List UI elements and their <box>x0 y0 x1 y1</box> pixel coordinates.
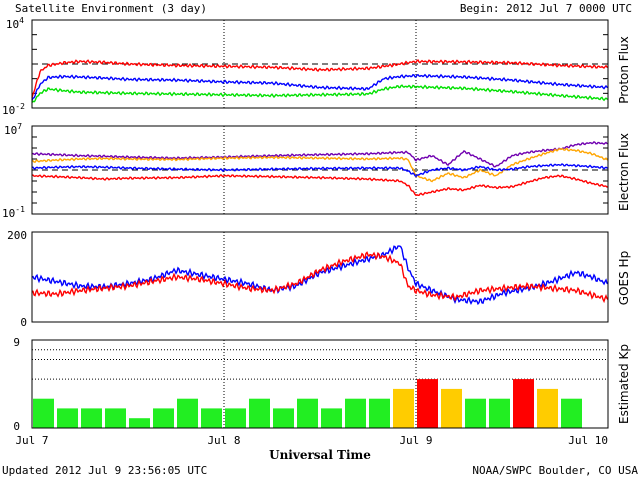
kp-bar <box>105 408 126 428</box>
kp-bar <box>561 398 582 428</box>
kp-bar <box>513 379 534 428</box>
kp-bar <box>489 398 510 428</box>
electron-ytick-bottom-exp: -1 <box>15 205 25 214</box>
xtick-jul9: Jul 9 <box>399 434 432 447</box>
kp-bar <box>57 408 78 428</box>
goes-hp-ylabel: GOES Hp <box>617 251 631 305</box>
xtick-jul7: Jul 7 <box>15 434 48 447</box>
kp-bar <box>297 398 318 428</box>
electron-flux-series-3 <box>32 173 609 197</box>
kp-bar <box>249 398 270 428</box>
proton-flux-ylabel: Proton Flux <box>617 36 631 103</box>
kp-bar <box>129 418 150 428</box>
proton-flux-series-1 <box>31 73 609 101</box>
kp-bar <box>345 398 366 428</box>
electron-ytick-top-base: 107 <box>4 122 22 137</box>
begin-date: Begin: 2012 Jul 7 0000 UTC <box>460 2 632 15</box>
proton-flux-series-2 <box>31 84 609 103</box>
kp-bar <box>201 408 222 428</box>
electron-flux-frame <box>31 125 609 215</box>
panel-goes-hp: GOES Hp 200 0 <box>7 229 631 329</box>
estimated-kp-frame <box>31 339 609 429</box>
kp-ytick-0: 0 <box>13 420 20 433</box>
proton-ytick-bottom-base: 10-2 <box>2 102 25 117</box>
proton-ytick-top: 10 <box>6 18 19 31</box>
kp-bar <box>465 398 486 428</box>
panel-electron-flux: Electron Flux 107 10-1 <box>2 122 631 220</box>
kp-bar <box>321 408 342 428</box>
updated-timestamp: Updated 2012 Jul 9 23:56:05 UTC <box>2 464 207 477</box>
kp-bar <box>81 408 102 428</box>
proton-flux-frame <box>31 19 609 109</box>
plot-title: Satellite Environment (3 day) <box>15 2 207 15</box>
panel-proton-flux: Proton Flux 104 10-2 <box>2 16 631 117</box>
electron-ytick-top: 10 <box>4 124 17 137</box>
credit: NOAA/SWPC Boulder, CO USA <box>472 464 638 477</box>
kp-bar <box>33 398 54 428</box>
goes-ytick-0: 0 <box>20 316 27 329</box>
proton-ytick-top-base: 104 <box>6 16 24 31</box>
electron-flux-series-1 <box>32 147 609 183</box>
kp-bar <box>369 398 390 428</box>
kp-bar <box>153 408 174 428</box>
kp-bar <box>393 388 414 428</box>
kp-bar <box>225 408 246 428</box>
kp-bar <box>417 379 438 428</box>
electron-flux-series-2 <box>32 163 609 178</box>
proton-ytick-bottom: 10 <box>2 104 15 117</box>
xtick-jul10: Jul 10 <box>568 434 608 447</box>
kp-bar <box>177 398 198 428</box>
proton-ytick-bottom-exp: -2 <box>15 102 25 111</box>
kp-bar <box>273 408 294 428</box>
kp-ylabel: Estimated Kp <box>617 344 631 424</box>
goes-hp-frame <box>31 231 609 323</box>
proton-ytick-top-exp: 4 <box>19 16 24 25</box>
electron-ytick-bottom: 10 <box>2 207 15 220</box>
goes-hp-series-1 <box>31 251 609 304</box>
electron-ytick-bottom-base: 10-1 <box>2 205 25 220</box>
xtick-jul8: Jul 8 <box>207 434 240 447</box>
proton-flux-series-0 <box>31 59 609 98</box>
electron-ytick-top-exp: 7 <box>17 122 22 131</box>
electron-flux-ylabel: Electron Flux <box>617 133 631 211</box>
electron-flux-series-0 <box>31 141 609 168</box>
goes-hp-series-0 <box>31 245 609 306</box>
kp-bar <box>441 388 462 428</box>
kp-bar <box>537 388 558 428</box>
x-axis-title: Universal Time <box>269 448 371 462</box>
kp-ytick-9: 9 <box>13 336 20 349</box>
panel-estimated-kp: Estimated Kp 9 0 <box>13 336 631 433</box>
goes-ytick-200: 200 <box>7 229 27 242</box>
